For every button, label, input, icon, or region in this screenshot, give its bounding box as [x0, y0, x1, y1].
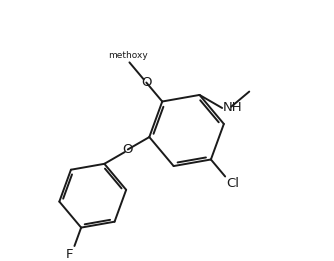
Text: NH: NH [223, 101, 242, 114]
Text: O: O [141, 76, 152, 89]
Text: methoxy: methoxy [108, 51, 148, 60]
Text: F: F [66, 247, 73, 260]
Text: Cl: Cl [226, 177, 239, 190]
Text: O: O [123, 143, 133, 156]
